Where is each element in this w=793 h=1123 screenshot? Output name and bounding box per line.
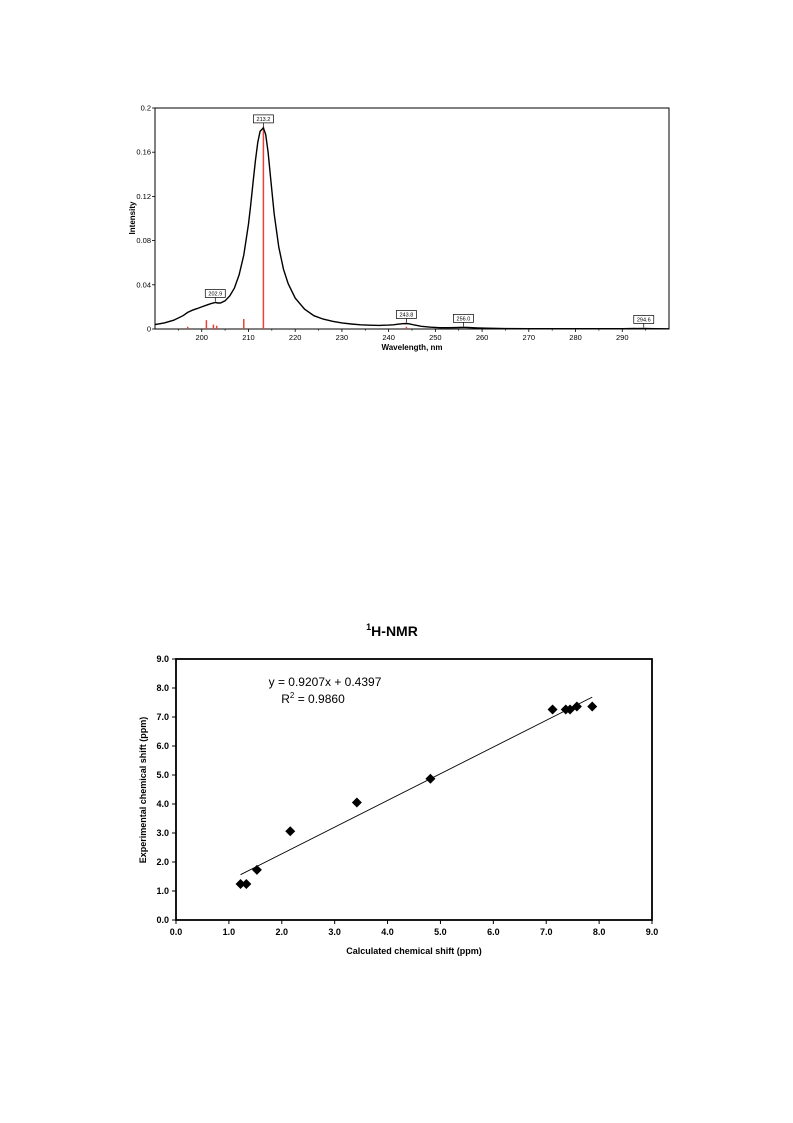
nmr-y-tick-group: 0.0 1.0 2.0 3.0 4.0 5.0 6.0 7.0 8.0 9.0 bbox=[156, 654, 176, 925]
uv-x-tick-label: 270 bbox=[523, 333, 536, 342]
nmr-point-group bbox=[235, 701, 598, 890]
nmr-y-tick-label: 4.0 bbox=[156, 799, 169, 809]
uv-peak-label-box bbox=[253, 114, 274, 124]
nmr-y-tick-label: 8.0 bbox=[156, 683, 169, 693]
nmr-data-point bbox=[285, 826, 296, 837]
uv-peak-label-text: 202.9 bbox=[208, 292, 222, 298]
uv-x-tick-label: 210 bbox=[242, 333, 255, 342]
nmr-y-tick-label: 3.0 bbox=[156, 828, 169, 838]
uv-x-tick-label: 290 bbox=[616, 333, 629, 342]
uv-peak-label-box bbox=[396, 310, 417, 319]
uv-x-tick-label: 250 bbox=[429, 333, 442, 342]
uv-x-tick-label: 220 bbox=[289, 333, 302, 342]
nmr-r2-value: = 0.9860 bbox=[294, 692, 345, 706]
uv-x-tick-group: 200 210 220 230 240 250 260 270 280 290 bbox=[178, 329, 646, 342]
nmr-x-tick-label: 6.0 bbox=[487, 927, 500, 937]
nmr-data-point bbox=[571, 701, 582, 712]
uv-peak-label-text: 294.6 bbox=[637, 318, 651, 324]
uv-peak-label: 243.8 bbox=[396, 310, 417, 323]
nmr-x-tick-label: 4.0 bbox=[381, 927, 394, 937]
nmr-title-text: H-NMR bbox=[371, 623, 418, 639]
uv-spectrum-chart: 202.9 213.2 243.8 256.0 294.6 200 210 220 230 24… bbox=[128, 104, 670, 352]
uv-spectrum-curve bbox=[154, 126, 670, 330]
nmr-data-point bbox=[241, 879, 252, 890]
uv-x-tick-label: 230 bbox=[336, 333, 349, 342]
nmr-r2-superscript: 2 bbox=[290, 691, 295, 700]
uv-peak-label-text: 243.8 bbox=[400, 313, 414, 319]
uv-y-tick-label: 0.04 bbox=[136, 280, 151, 289]
nmr-data-point bbox=[351, 797, 362, 808]
uv-peak-label: 294.6 bbox=[633, 315, 655, 328]
nmr-r2-label: R2 = 0.9860 bbox=[281, 691, 345, 706]
nmr-chart-title: 1H-NMR bbox=[366, 622, 418, 639]
nmr-x-tick-label: 8.0 bbox=[593, 927, 606, 937]
uv-peak-label-box bbox=[453, 313, 474, 323]
nmr-x-tick-label: 3.0 bbox=[328, 927, 341, 937]
nmr-x-tick-label: 7.0 bbox=[540, 927, 553, 937]
nmr-y-tick-label: 5.0 bbox=[156, 770, 169, 780]
nmr-trendline bbox=[240, 696, 593, 876]
uv-x-tick-label: 200 bbox=[195, 333, 208, 342]
nmr-y-tick-label: 0.0 bbox=[156, 915, 169, 925]
uv-plot-frame bbox=[154, 107, 670, 330]
nmr-equation-label: y = 0.9207x + 0.4397 bbox=[269, 675, 382, 689]
nmr-x-axis-label: Calculated chemical shift (ppm) bbox=[346, 946, 482, 956]
uv-y-tick-label: 0 bbox=[147, 325, 151, 334]
uv-peak-label-group: 202.9 213.2 243.8 256.0 294.6 bbox=[204, 114, 655, 328]
nmr-x-tick-label: 1.0 bbox=[223, 927, 236, 937]
nmr-data-point bbox=[235, 879, 246, 890]
uv-y-tick-label: 0.08 bbox=[136, 236, 151, 245]
uv-y-tick-group: 0 0.04 0.08 0.12 0.16 0.2 bbox=[136, 104, 155, 334]
nmr-y-tick-label: 6.0 bbox=[156, 741, 169, 751]
uv-x-tick-label: 280 bbox=[569, 333, 582, 342]
uv-y-axis-label: Intensity bbox=[128, 201, 137, 234]
uv-peak-label-box bbox=[204, 289, 226, 298]
uv-peak-label-text: 256.0 bbox=[457, 317, 471, 323]
nmr-plot-frame bbox=[175, 658, 653, 921]
uv-stick-group bbox=[186, 126, 408, 329]
nmr-correlation-chart: 1H-NMR 0.0 1.0 2.0 3.0 4.0 5.0 6.0 7.0 8.0 9.0 0.… bbox=[138, 622, 659, 956]
uv-x-tick-label: 260 bbox=[476, 333, 489, 342]
nmr-x-tick-label: 2.0 bbox=[276, 927, 289, 937]
uv-x-axis-label: Wavelength, nm bbox=[381, 343, 442, 352]
nmr-y-tick-label: 7.0 bbox=[156, 712, 169, 722]
nmr-y-axis-label: Experimental chemical shift (ppm) bbox=[138, 717, 148, 864]
nmr-y-tick-label: 9.0 bbox=[156, 654, 169, 664]
uv-y-tick-label: 0.2 bbox=[141, 104, 151, 113]
uv-y-tick-label: 0.16 bbox=[136, 148, 151, 157]
nmr-y-tick-label: 1.0 bbox=[156, 886, 169, 896]
nmr-x-tick-label: 9.0 bbox=[646, 927, 659, 937]
nmr-data-point bbox=[251, 864, 262, 875]
nmr-x-tick-label: 5.0 bbox=[434, 927, 447, 937]
uv-y-tick-label: 0.12 bbox=[136, 192, 151, 201]
nmr-x-tick-group: 0.0 1.0 2.0 3.0 4.0 5.0 6.0 7.0 8.0 9.0 bbox=[170, 920, 659, 937]
nmr-data-point bbox=[425, 773, 436, 784]
uv-x-tick-label: 240 bbox=[382, 333, 395, 342]
uv-peak-label: 256.0 bbox=[453, 313, 474, 327]
nmr-title-superscript: 1 bbox=[366, 622, 371, 632]
uv-peak-label: 202.9 bbox=[204, 289, 226, 302]
uv-peak-label: 213.2 bbox=[253, 114, 274, 127]
nmr-r2-prefix: R bbox=[281, 692, 290, 706]
nmr-data-point bbox=[587, 701, 598, 712]
nmr-data-point bbox=[547, 704, 558, 715]
nmr-y-tick-label: 2.0 bbox=[156, 857, 169, 867]
uv-peak-label-text: 213.2 bbox=[257, 117, 271, 123]
nmr-x-tick-label: 0.0 bbox=[170, 927, 183, 937]
uv-peak-label-box bbox=[633, 315, 655, 324]
